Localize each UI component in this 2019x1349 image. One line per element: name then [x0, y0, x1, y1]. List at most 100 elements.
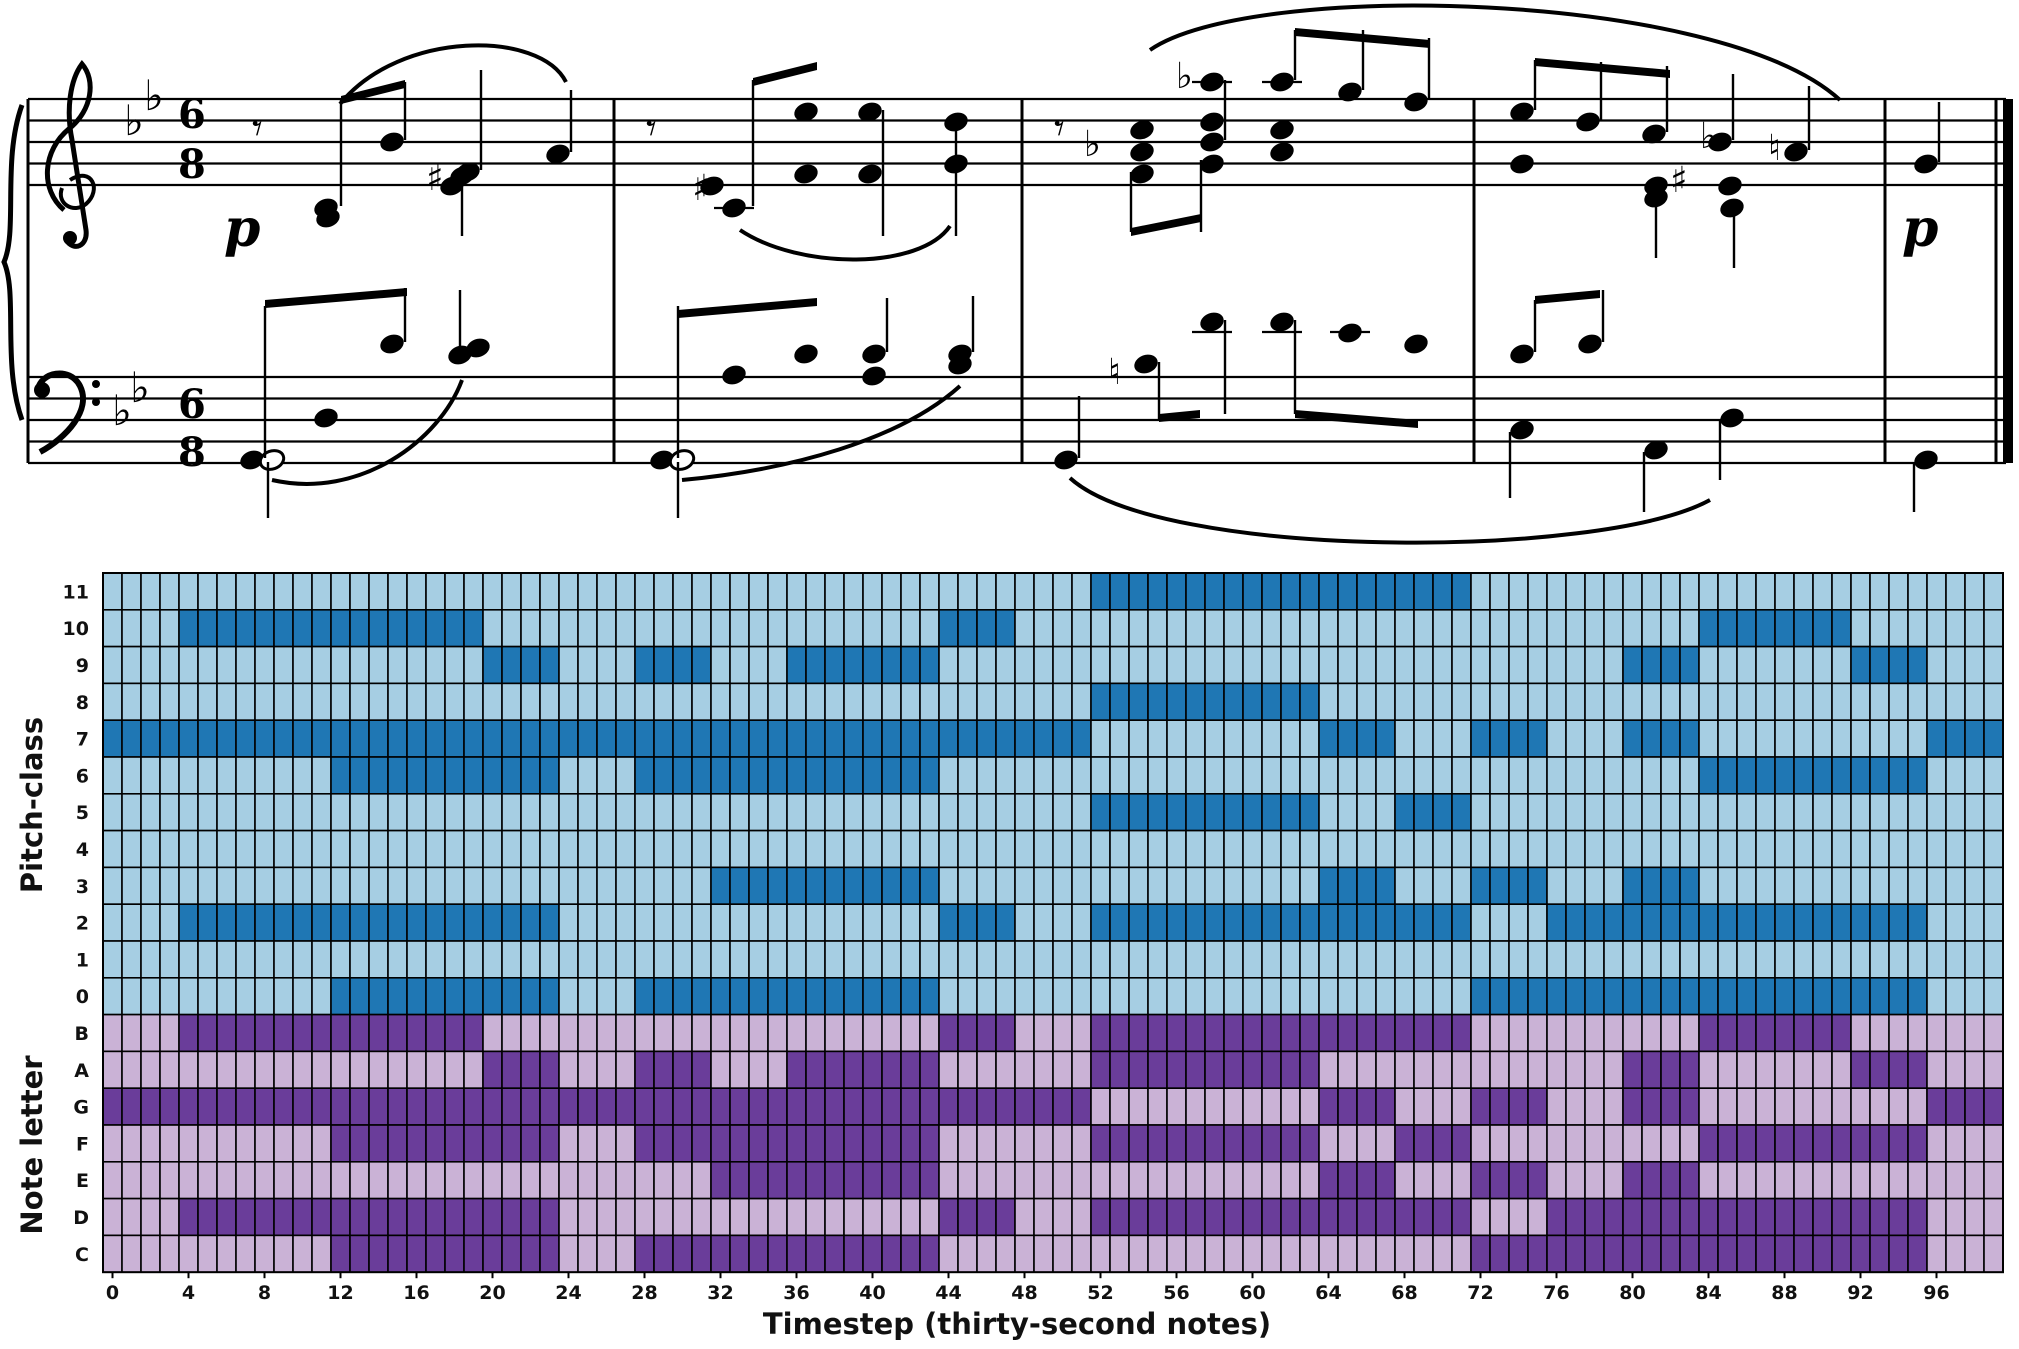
note-letter-cell: [1622, 1013, 1643, 1053]
pitch-class-cell: [1090, 976, 1111, 1016]
pitch-class-cell: [1014, 976, 1035, 1016]
pitch-class-cell: [482, 829, 503, 869]
note-letter-cell: [216, 1234, 237, 1274]
note-letter-cell: [1565, 1124, 1586, 1163]
pitch-class-cell: [273, 829, 294, 869]
pitch-class-cell: [1907, 829, 1928, 869]
pitch-class-cell: [634, 572, 655, 611]
note-head: [1338, 82, 1362, 102]
pitch-class-cell: [1641, 608, 1662, 648]
pitch-class-cell: [1413, 792, 1434, 832]
pitch-class-cell: [1242, 572, 1263, 611]
pitch-class-cell: [406, 756, 427, 795]
pitch-class-cell: [349, 645, 370, 685]
note-letter-cell: [1812, 1050, 1833, 1090]
note-letter-cell: [1698, 1013, 1719, 1053]
note-letter-cell: [900, 1197, 921, 1237]
note-letter-cell: [1375, 1161, 1396, 1200]
pitch-class-cell: [1736, 645, 1757, 685]
note-letter-cell: [1660, 1197, 1681, 1237]
note-letter-cell: [862, 1197, 883, 1237]
note-letter-cell: [786, 1087, 807, 1126]
note-letter-cell: [691, 1197, 712, 1237]
pitch-class-cell: [1983, 866, 2004, 906]
pitch-class-cell: [1394, 940, 1415, 979]
pitch-class-cell: [862, 903, 883, 942]
pitch-class-cell: [805, 645, 826, 685]
pitch-class-cell: [311, 682, 332, 722]
note-letter-cell: [482, 1013, 503, 1053]
heatmap-cells: [102, 572, 2004, 1274]
pitch-class-cell: [1831, 682, 1852, 722]
pitch-class-cell: [482, 608, 503, 648]
pitch-class-cell: [539, 903, 560, 942]
note-letter-cell: [235, 1197, 256, 1237]
note-letter-cell: [1508, 1013, 1529, 1053]
pitch-class-cell: [1679, 976, 1700, 1016]
note-letter-cell: [121, 1013, 142, 1053]
note-letter-cell: [634, 1197, 655, 1237]
pitch-class-cell: [1850, 756, 1871, 795]
note-letter-cell: [957, 1013, 978, 1053]
note-letter-cell: [1641, 1197, 1662, 1237]
pitch-class-cell: [159, 645, 180, 685]
note-letter-cell: [1926, 1124, 1947, 1163]
pitch-class-cell: [957, 645, 978, 685]
note-letter-cell: [919, 1234, 940, 1274]
pitch-class-cell: [1223, 756, 1244, 795]
slur: [1068, 476, 1711, 545]
pitch-class-cell: [1052, 792, 1073, 832]
pitch-class-cell: [957, 719, 978, 758]
note-letter-cell: [178, 1197, 199, 1237]
pitch-class-cell: [767, 866, 788, 906]
note-letter-cell: [729, 1087, 750, 1126]
pitch-class-cell: [368, 719, 389, 758]
pitch-class-cell: [216, 572, 237, 611]
note-letter-cell: [425, 1087, 446, 1126]
pitch-class-cell: [1736, 903, 1757, 942]
note-letter-cell: [1603, 1087, 1624, 1126]
pitch-class-cell: [1413, 829, 1434, 869]
pitch-class-cell: [1185, 792, 1206, 832]
pitch-class-cell: [178, 608, 199, 648]
note-letter-cell: [311, 1161, 332, 1200]
pitch-class-cell: [425, 940, 446, 979]
note-letter-cell: [444, 1197, 465, 1237]
pitch-class-cell: [121, 756, 142, 795]
pitch-class-cell: [1223, 976, 1244, 1016]
pitch-class-cell: [102, 792, 123, 832]
note-letter-cell: [197, 1234, 218, 1274]
pitch-class-cell: [1698, 792, 1719, 832]
pitch-class-cell: [463, 645, 484, 685]
pitch-class-cell: [1546, 608, 1567, 648]
note-letter-cell: [767, 1087, 788, 1126]
note-letter-cell: [957, 1234, 978, 1274]
pitch-class-cell: [1755, 682, 1776, 722]
note-letter-cell: [976, 1087, 997, 1126]
note-letter-cell: [995, 1234, 1016, 1274]
pitch-class-cell: [1926, 976, 1947, 1016]
pitch-class-cell: [1641, 903, 1662, 942]
pitch-class-cell: [1698, 608, 1719, 648]
pitch-class-cell: [178, 682, 199, 722]
pitch-class-cell: [634, 940, 655, 979]
natural-accidental: ♮: [1108, 352, 1121, 393]
pitch-class-row-label: 4: [76, 839, 89, 861]
note-letter-cell: [1641, 1161, 1662, 1200]
note-letter-cell: [672, 1087, 693, 1126]
pitch-class-cell: [1755, 976, 1776, 1016]
note-letter-cell: [197, 1161, 218, 1200]
pitch-class-cell: [1850, 866, 1871, 906]
note-letter-cell: [729, 1124, 750, 1163]
note-letter-cell: [995, 1087, 1016, 1126]
pitch-class-cell: [1964, 756, 1985, 795]
pitch-class-cell: [425, 976, 446, 1016]
pitch-class-cell: [1147, 976, 1168, 1016]
pitch-class-cell: [425, 866, 446, 906]
pitch-class-cell: [216, 719, 237, 758]
pitch-class-cell: [140, 829, 161, 869]
note-letter-cell: [1356, 1197, 1377, 1237]
pitch-class-cell: [1584, 682, 1605, 722]
note-letter-cell: [292, 1087, 313, 1126]
pitch-class-cell: [273, 608, 294, 648]
